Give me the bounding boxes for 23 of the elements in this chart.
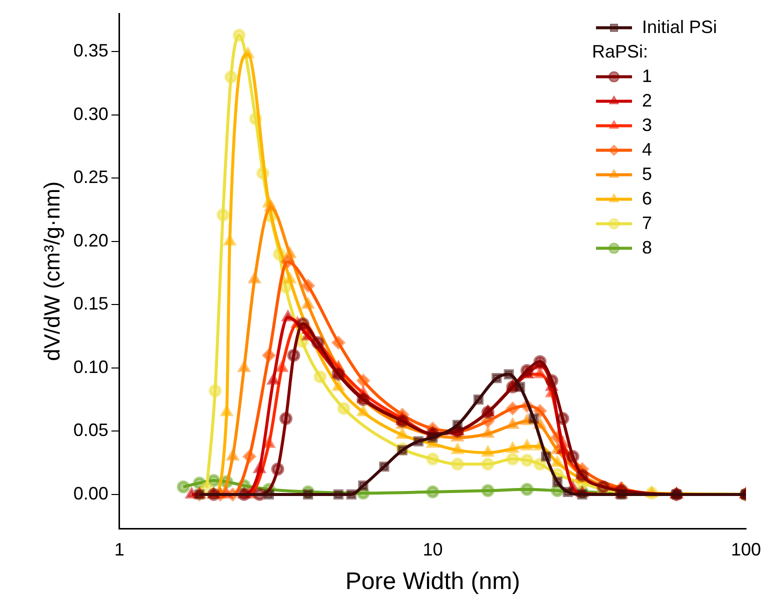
x-tick-label: 1 [114,539,124,560]
y-tick-label: 0.05 [73,420,108,440]
legend-title: RaPSi: [592,41,648,62]
legend-label: 3 [642,114,652,135]
legend-label: 6 [642,188,652,208]
y-tick-label: 0.25 [73,167,108,188]
legend-label: Initial PSi [642,16,718,37]
legend-label: 8 [642,237,652,258]
y-tick-label: 0.10 [73,356,108,377]
y-tick-label: 0.00 [73,483,108,504]
legend-label: 4 [642,139,652,160]
legend-label: 2 [642,90,652,110]
x-tick-label: 100 [730,539,762,560]
y-tick-label: 0.35 [73,40,108,61]
x-axis-title: Pore Width (nm) [345,568,520,596]
y-tick-label: 0.15 [73,294,108,314]
legend-label: 7 [642,212,652,233]
y-tick-label: 0.30 [73,104,108,124]
y-axis-title: dV/dW (cm³/g·nm) [39,181,64,362]
y-tick-label: 0.20 [73,230,108,250]
legend-label: 5 [642,164,652,184]
legend-label: 1 [642,66,652,86]
x-tick-label: 10 [422,539,443,560]
